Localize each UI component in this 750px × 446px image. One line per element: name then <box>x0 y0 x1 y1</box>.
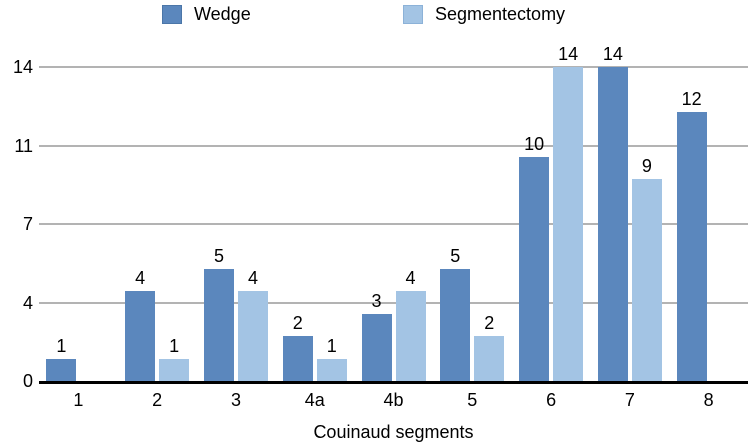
bar-groups: 1 4 1 5 4 2 1 3 4 5 2 10 14 14 9 12 <box>39 44 748 381</box>
x-axis-tick-label: 1 <box>73 390 84 410</box>
bar-unit: 5 <box>440 246 471 381</box>
bar <box>395 291 426 381</box>
x-axis-tick-label: 4a <box>304 390 325 410</box>
x-axis-tick-label: 5 <box>467 390 478 410</box>
bar-unit: 14 <box>553 44 584 381</box>
bar <box>553 67 584 381</box>
x-axis-tick-label: 3 <box>230 390 241 410</box>
y-axis-tick-label: 0 <box>22 371 33 391</box>
bar-value-label: 5 <box>450 246 461 266</box>
gridline <box>39 302 748 304</box>
bar-unit: 1 <box>46 336 77 381</box>
legend-swatch-icon <box>162 4 182 24</box>
bar <box>474 336 505 381</box>
bar-value-label: 2 <box>292 313 303 333</box>
bar <box>237 291 268 381</box>
y-axis-tick-label: 14 <box>12 57 33 77</box>
bar-value-label: 5 <box>213 246 224 266</box>
bar <box>46 359 77 381</box>
bar-group: 14 9 <box>590 44 669 381</box>
bar-value-label: 14 <box>602 44 623 64</box>
bar-value-label: 1 <box>169 336 180 356</box>
bar-value-label: 12 <box>681 89 702 109</box>
bar-unit: 1 <box>159 336 190 381</box>
bar-unit: 1 <box>316 336 347 381</box>
gridline <box>39 66 748 68</box>
bar <box>519 157 550 381</box>
x-axis-tick-label: 7 <box>624 390 635 410</box>
bar <box>159 359 190 381</box>
bar-unit: 4 <box>125 268 156 381</box>
bar-unit: 3 <box>361 291 392 381</box>
y-axis-tick-label: 7 <box>22 214 33 234</box>
bar-value-label: 4 <box>405 268 416 288</box>
x-axis-tick-label: 4b <box>383 390 404 410</box>
legend-label: Wedge <box>194 4 251 24</box>
legend-item: Segmentectomy <box>403 3 565 25</box>
bar-group: 12 <box>669 89 748 381</box>
bar-unit: 2 <box>282 313 313 381</box>
bar <box>631 179 662 381</box>
bar-unit: 12 <box>676 89 707 381</box>
chart-legend: Wedge Segmentectomy <box>0 0 750 32</box>
y-axis-tick-label: 11 <box>14 136 33 156</box>
gridline <box>39 145 748 147</box>
bar-unit <box>80 358 110 381</box>
bar-unit: 9 <box>631 156 662 381</box>
bar <box>361 314 392 381</box>
bar <box>440 269 471 381</box>
legend-item: Wedge <box>162 3 251 25</box>
bar-unit <box>711 358 741 381</box>
bar <box>282 336 313 381</box>
bar-unit: 10 <box>519 134 550 381</box>
legend-label: Segmentectomy <box>435 4 566 24</box>
bar-unit: 4 <box>237 268 268 381</box>
bar <box>676 112 707 381</box>
x-axis-tick-label: 8 <box>703 390 714 410</box>
x-axis-tick-label: 2 <box>152 390 163 410</box>
gridline <box>39 223 748 225</box>
bar-value-label: 3 <box>371 291 382 311</box>
bar <box>203 269 234 381</box>
bar-value-label: 14 <box>558 44 579 64</box>
bar-value-label: 10 <box>524 134 545 154</box>
y-axis-tick-label: 4 <box>22 293 33 313</box>
bar-value-label: 4 <box>247 268 258 288</box>
bar-unit: 14 <box>597 44 628 381</box>
x-axis: 1 2 3 4a 4b 5 6 7 8 <box>39 389 748 411</box>
legend-swatch-icon <box>403 4 423 24</box>
bar-value-label: 4 <box>135 268 146 288</box>
bar-unit: 2 <box>474 313 505 381</box>
plot-area: 1 4 1 5 4 2 1 3 4 5 2 10 14 14 9 12 <box>39 44 748 384</box>
bar-value-label: 9 <box>641 156 652 176</box>
bar <box>316 359 347 381</box>
bar-unit: 4 <box>395 268 426 381</box>
bar-unit: 5 <box>203 246 234 381</box>
x-axis-title: Couinaud segments <box>313 422 474 442</box>
x-axis-tick-label: 6 <box>546 390 557 410</box>
bar <box>125 291 156 381</box>
bar-value-label: 1 <box>326 336 337 356</box>
bar <box>597 67 628 381</box>
bar-value-label: 1 <box>56 336 67 356</box>
bar-group: 10 14 <box>512 44 591 381</box>
bar-group: 1 <box>39 336 118 381</box>
bar-value-label: 2 <box>484 313 495 333</box>
y-axis: 0 4 7 11 14 <box>0 57 33 391</box>
